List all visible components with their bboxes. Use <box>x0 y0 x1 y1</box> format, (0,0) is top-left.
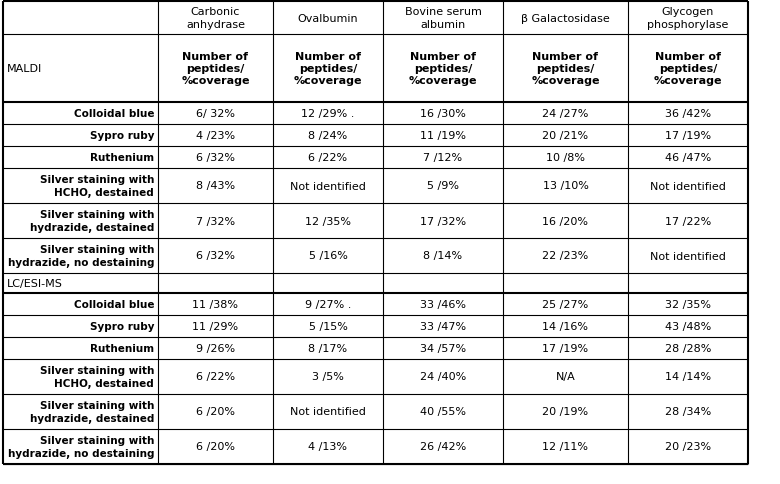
Text: Sypro ruby: Sypro ruby <box>90 321 154 332</box>
Text: 26 /42%: 26 /42% <box>420 441 466 452</box>
Text: 16 /20%: 16 /20% <box>543 216 588 226</box>
Text: 22 /23%: 22 /23% <box>542 251 589 261</box>
Text: Ovalbumin: Ovalbumin <box>298 14 358 23</box>
Text: 6 /20%: 6 /20% <box>196 441 235 452</box>
Text: 20 /19%: 20 /19% <box>542 407 589 417</box>
Text: 40 /55%: 40 /55% <box>420 407 466 417</box>
Text: 4 /13%: 4 /13% <box>309 441 348 452</box>
Text: 17 /32%: 17 /32% <box>420 216 466 226</box>
Text: Bovine serum
albumin: Bovine serum albumin <box>405 7 481 30</box>
Text: 9 /27% .: 9 /27% . <box>305 300 351 309</box>
Text: 46 /47%: 46 /47% <box>665 152 711 163</box>
Text: Sypro ruby: Sypro ruby <box>90 131 154 141</box>
Text: Silver staining with
hydrazide, no destaining: Silver staining with hydrazide, no desta… <box>8 245 154 267</box>
Text: 24 /40%: 24 /40% <box>420 372 466 382</box>
Text: 11 /38%: 11 /38% <box>193 300 239 309</box>
Text: 43 /48%: 43 /48% <box>665 321 711 332</box>
Text: Number of
peptides/
%coverage: Number of peptides/ %coverage <box>654 51 722 86</box>
Text: Not identified: Not identified <box>290 407 366 417</box>
Text: MALDI: MALDI <box>7 64 42 74</box>
Text: 12 /35%: 12 /35% <box>305 216 351 226</box>
Text: Carbonic
anhydrase: Carbonic anhydrase <box>186 7 245 30</box>
Text: 34 /57%: 34 /57% <box>420 343 466 353</box>
Text: 10 /8%: 10 /8% <box>546 152 585 163</box>
Text: LC/ESI-MS: LC/ESI-MS <box>7 278 63 288</box>
Text: Number of
peptides/
%coverage: Number of peptides/ %coverage <box>181 51 250 86</box>
Text: Colloidal blue: Colloidal blue <box>73 300 154 309</box>
Text: 17 /19%: 17 /19% <box>665 131 711 141</box>
Text: 11 /29%: 11 /29% <box>193 321 239 332</box>
Text: Number of
peptides/
%coverage: Number of peptides/ %coverage <box>409 51 477 86</box>
Text: 14 /16%: 14 /16% <box>543 321 588 332</box>
Text: 24 /27%: 24 /27% <box>542 109 589 119</box>
Text: 6/ 32%: 6/ 32% <box>196 109 235 119</box>
Text: β Galactosidase: β Galactosidase <box>521 14 610 23</box>
Text: 12 /29% .: 12 /29% . <box>301 109 355 119</box>
Text: 7 /32%: 7 /32% <box>196 216 235 226</box>
Text: Colloidal blue: Colloidal blue <box>73 109 154 119</box>
Text: 20 /21%: 20 /21% <box>542 131 589 141</box>
Text: 5 /16%: 5 /16% <box>309 251 347 261</box>
Text: 7 /12%: 7 /12% <box>424 152 463 163</box>
Text: Not identified: Not identified <box>650 251 726 261</box>
Text: Silver staining with
hydrazide, no destaining: Silver staining with hydrazide, no desta… <box>8 436 154 458</box>
Text: Ruthenium: Ruthenium <box>90 152 154 163</box>
Text: 17 /22%: 17 /22% <box>665 216 711 226</box>
Text: 5 /9%: 5 /9% <box>427 181 459 191</box>
Text: Ruthenium: Ruthenium <box>90 343 154 353</box>
Text: 8 /14%: 8 /14% <box>424 251 463 261</box>
Text: 20 /23%: 20 /23% <box>665 441 711 452</box>
Text: 14 /14%: 14 /14% <box>665 372 711 382</box>
Text: 12 /11%: 12 /11% <box>543 441 588 452</box>
Text: Not identified: Not identified <box>650 181 726 191</box>
Text: 28 /28%: 28 /28% <box>665 343 711 353</box>
Text: Silver staining with
hydrazide, destained: Silver staining with hydrazide, destaine… <box>30 210 154 232</box>
Text: 32 /35%: 32 /35% <box>665 300 711 309</box>
Text: Silver staining with
hydrazide, destained: Silver staining with hydrazide, destaine… <box>30 400 154 423</box>
Text: Glycogen
phosphorylase: Glycogen phosphorylase <box>647 7 729 30</box>
Text: Number of
peptides/
%coverage: Number of peptides/ %coverage <box>294 51 362 86</box>
Text: 28 /34%: 28 /34% <box>665 407 711 417</box>
Text: 4 /23%: 4 /23% <box>196 131 235 141</box>
Text: 8 /43%: 8 /43% <box>196 181 235 191</box>
Text: 36 /42%: 36 /42% <box>665 109 711 119</box>
Text: 16 /30%: 16 /30% <box>420 109 466 119</box>
Text: Silver staining with
HCHO, destained: Silver staining with HCHO, destained <box>40 175 154 197</box>
Text: 8 /24%: 8 /24% <box>308 131 348 141</box>
Text: 8 /17%: 8 /17% <box>308 343 348 353</box>
Text: 5 /15%: 5 /15% <box>309 321 347 332</box>
Text: 11 /19%: 11 /19% <box>420 131 466 141</box>
Text: 6 /32%: 6 /32% <box>196 251 235 261</box>
Text: 6 /20%: 6 /20% <box>196 407 235 417</box>
Text: 13 /10%: 13 /10% <box>543 181 588 191</box>
Text: Number of
peptides/
%coverage: Number of peptides/ %coverage <box>531 51 600 86</box>
Text: N/A: N/A <box>555 372 576 382</box>
Text: 6 /22%: 6 /22% <box>308 152 348 163</box>
Text: 3 /5%: 3 /5% <box>312 372 344 382</box>
Text: 9 /26%: 9 /26% <box>196 343 235 353</box>
Text: 6 /32%: 6 /32% <box>196 152 235 163</box>
Text: 17 /19%: 17 /19% <box>542 343 589 353</box>
Text: 33 /47%: 33 /47% <box>420 321 466 332</box>
Text: 25 /27%: 25 /27% <box>542 300 589 309</box>
Text: Silver staining with
HCHO, destained: Silver staining with HCHO, destained <box>40 365 154 388</box>
Text: 33 /46%: 33 /46% <box>420 300 466 309</box>
Text: 6 /22%: 6 /22% <box>196 372 235 382</box>
Text: Not identified: Not identified <box>290 181 366 191</box>
